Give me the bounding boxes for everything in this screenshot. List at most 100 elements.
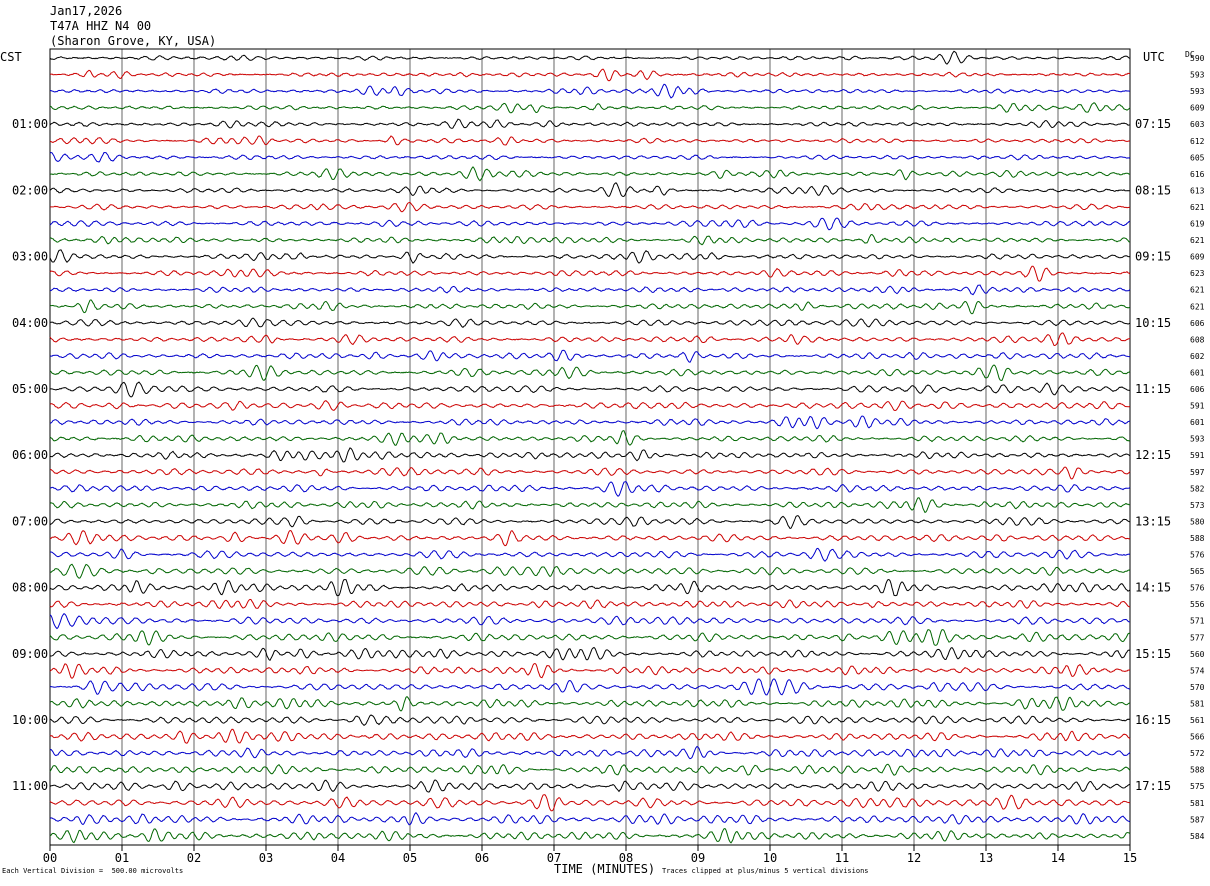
x-tick-label: 05 bbox=[403, 851, 417, 865]
dc-offset-label: 603 bbox=[1190, 120, 1205, 129]
dc-offset-label: 593 bbox=[1190, 435, 1205, 444]
dc-offset-label: 621 bbox=[1190, 203, 1205, 212]
seismic-trace bbox=[49, 794, 1131, 812]
dc-offset-label: 606 bbox=[1190, 385, 1205, 394]
seismic-trace bbox=[49, 102, 1131, 114]
scale-note: Each Vertical Division = 500.00 microvol… bbox=[2, 867, 184, 875]
seismic-trace bbox=[49, 515, 1131, 529]
seismic-trace bbox=[49, 728, 1131, 744]
seismic-trace bbox=[49, 714, 1131, 727]
dc-offset-label: 588 bbox=[1190, 534, 1205, 543]
dc-offset-label: 619 bbox=[1190, 220, 1205, 229]
dc-offset-label: 584 bbox=[1190, 832, 1205, 841]
seismic-trace bbox=[49, 400, 1131, 412]
hour-label-cst: 04:00 bbox=[12, 316, 48, 330]
hour-label-cst: 08:00 bbox=[12, 581, 48, 595]
dc-offset-label: 623 bbox=[1190, 269, 1205, 278]
x-tick-label: 12 bbox=[907, 851, 921, 865]
seismic-trace bbox=[50, 201, 1131, 213]
seismic-trace bbox=[49, 763, 1131, 776]
seismic-trace bbox=[49, 317, 1131, 328]
seismic-trace bbox=[50, 547, 1131, 562]
seismic-trace bbox=[49, 68, 1131, 82]
plot-date: Jan17,2026 bbox=[50, 4, 123, 18]
dc-offset-label: 616 bbox=[1190, 170, 1205, 179]
dc-offset-label: 602 bbox=[1190, 352, 1205, 361]
dc-offset-label: 575 bbox=[1190, 782, 1205, 791]
seismic-trace bbox=[49, 497, 1130, 514]
dc-offset-label: 587 bbox=[1190, 815, 1205, 824]
dc-offset-label: 593 bbox=[1190, 87, 1205, 96]
seismic-trace bbox=[49, 249, 1131, 264]
dc-offset-label: 606 bbox=[1190, 319, 1205, 328]
dc-column-header: DC bbox=[1185, 50, 1195, 59]
right-timezone-label: UTC bbox=[1143, 50, 1165, 64]
hour-label-cst: 01:00 bbox=[12, 117, 48, 131]
x-tick-label: 01 bbox=[115, 851, 129, 865]
seismic-trace bbox=[49, 529, 1131, 547]
dc-offset-label: 591 bbox=[1190, 402, 1205, 411]
seismic-trace bbox=[49, 598, 1131, 610]
seismic-trace bbox=[49, 828, 1131, 844]
hour-label-utc: 10:15 bbox=[1135, 316, 1171, 330]
hour-label-cst: 02:00 bbox=[12, 183, 48, 197]
seismic-trace bbox=[49, 430, 1131, 446]
x-tick-label: 07 bbox=[547, 851, 561, 865]
dc-offset-label: 621 bbox=[1190, 286, 1205, 295]
seismic-trace bbox=[49, 83, 1131, 99]
hour-label-cst: 09:00 bbox=[12, 647, 48, 661]
seismic-trace bbox=[49, 646, 1131, 662]
dc-offset-label: 576 bbox=[1190, 584, 1205, 593]
x-tick-label: 10 bbox=[763, 851, 777, 865]
dc-offset-label: 582 bbox=[1190, 484, 1205, 493]
dc-offset-label: 590 bbox=[1190, 54, 1205, 63]
dc-offset-label: 597 bbox=[1190, 468, 1205, 477]
dc-offset-label: 591 bbox=[1190, 451, 1205, 460]
dc-offset-label: 574 bbox=[1190, 666, 1205, 675]
dc-offset-label: 613 bbox=[1190, 186, 1205, 195]
seismic-trace bbox=[49, 182, 1130, 198]
dc-offset-label: 608 bbox=[1190, 335, 1205, 344]
hour-label-utc: 13:15 bbox=[1135, 514, 1171, 528]
x-tick-label: 15 bbox=[1123, 851, 1137, 865]
dc-offset-label: 561 bbox=[1190, 716, 1205, 725]
dc-offset-label: 581 bbox=[1190, 799, 1205, 808]
seismic-trace bbox=[49, 233, 1131, 246]
seismic-trace bbox=[49, 678, 1131, 696]
seismic-trace bbox=[49, 151, 1131, 163]
seismic-trace bbox=[49, 779, 1131, 793]
hour-label-cst: 11:00 bbox=[12, 779, 48, 793]
seismic-trace bbox=[49, 613, 1130, 630]
x-tick-label: 02 bbox=[187, 851, 201, 865]
hour-label-utc: 09:15 bbox=[1135, 250, 1171, 264]
hour-label-utc: 08:15 bbox=[1135, 183, 1171, 197]
plot-frame bbox=[49, 48, 1131, 846]
seismic-trace bbox=[49, 332, 1131, 347]
x-axis-title: TIME (MINUTES) bbox=[554, 862, 656, 876]
hour-label-utc: 17:15 bbox=[1135, 779, 1171, 793]
dc-offset-label: 566 bbox=[1190, 733, 1205, 742]
seismic-trace bbox=[49, 349, 1131, 363]
dc-offset-label: 588 bbox=[1190, 766, 1205, 775]
seismic-trace bbox=[49, 381, 1131, 398]
seismic-trace bbox=[49, 563, 1131, 579]
station-id: T47A HHZ N4 00 bbox=[50, 19, 152, 33]
x-tick-label: 13 bbox=[979, 851, 993, 865]
dc-offset-label: 621 bbox=[1190, 236, 1205, 245]
dc-offset-label: 577 bbox=[1190, 633, 1205, 642]
seismic-trace bbox=[49, 466, 1131, 480]
dc-offset-label: 560 bbox=[1190, 650, 1205, 659]
dc-offset-label: 593 bbox=[1190, 71, 1205, 80]
dc-offset-label: 565 bbox=[1190, 567, 1205, 576]
dc-offset-label: 581 bbox=[1190, 699, 1205, 708]
dc-offset-label: 571 bbox=[1190, 617, 1205, 626]
hour-label-cst: 07:00 bbox=[12, 514, 48, 528]
dc-offset-label: 605 bbox=[1190, 153, 1205, 162]
seismic-trace bbox=[49, 265, 1131, 282]
seismic-trace bbox=[49, 118, 1130, 129]
x-tick-label: 14 bbox=[1051, 851, 1065, 865]
hour-label-utc: 16:15 bbox=[1135, 713, 1171, 727]
clip-note: Traces clipped at plus/minus 5 vertical … bbox=[662, 867, 869, 875]
seismic-trace bbox=[49, 364, 1131, 382]
seismic-trace bbox=[49, 415, 1131, 430]
